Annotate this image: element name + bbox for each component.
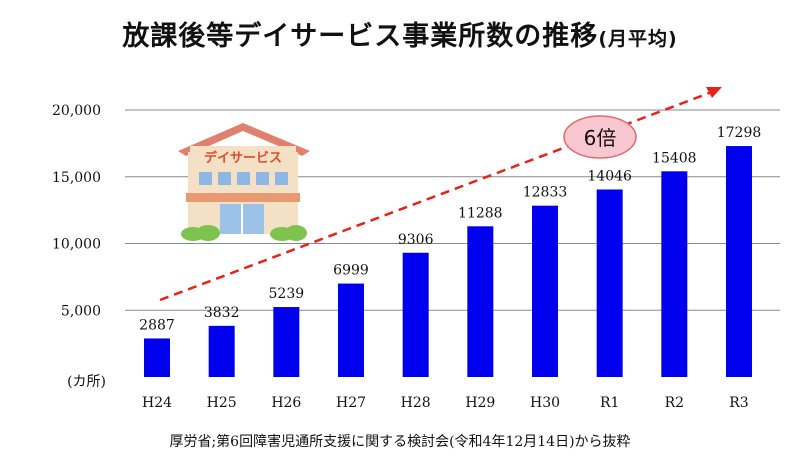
building-awning [186,193,300,202]
bar [726,146,752,377]
y-tick-label: 5,000 [61,303,101,319]
shrub [285,225,307,241]
bar [661,171,688,377]
building-sign [190,146,296,166]
trend-line [159,90,713,302]
bar-value-label: 6999 [333,263,369,279]
building-window [275,172,288,185]
bar-value-label: 5239 [269,286,305,302]
bars [144,146,752,377]
building-window [199,172,212,185]
bar-value-label: 3832 [204,305,240,321]
x-tick-label: R2 [665,395,684,411]
bar [338,283,364,377]
x-tick-label: H28 [401,395,431,411]
bar-value-label: 2887 [139,317,175,333]
building-window [256,172,269,185]
x-tick-label: R3 [729,395,748,411]
x-tick-label: H27 [336,395,366,411]
bar [273,307,300,377]
callout-text: 6倍 [584,126,617,150]
bar-value-label: 9306 [398,232,434,248]
bar-value-label: 11288 [458,205,503,221]
building-window [237,172,250,185]
y-unit-label: (カ所) [67,374,106,390]
chart-title-main: 放課後等デイサービス事業所数の推移 [122,21,599,52]
trend-arrow [159,87,722,302]
bar-value-label: 14046 [587,168,632,184]
bar-value-labels: 2887 3832 5239 6999 9306 11288 12833 14046 15408… [139,125,761,333]
shrub [196,225,220,241]
x-tick-label: H30 [530,395,560,411]
bar [532,205,558,377]
chart-title-sub: (月平均) [598,28,678,50]
callout-bubble [563,115,637,159]
trend-arrowhead [706,87,722,98]
bar [208,325,235,377]
bar [402,252,429,377]
x-tick-label: H29 [465,395,495,411]
bar [467,226,494,377]
callout: 6倍 [563,115,637,159]
y-tick-label: 15,000 [52,170,101,186]
building-sign-text: デイサービス [204,150,282,166]
source-note: 厚労省;第6回障害児通所支援に関する検討会(令和4年12月14日)から抜粋 [169,434,631,450]
x-tick-label: R1 [600,395,619,411]
x-tick-label: H26 [271,395,301,411]
chart-title: 放課後等デイサービス事業所数の推移(月平均) [0,14,800,53]
x-tick-label: H25 [207,395,237,411]
bar-value-label: 15408 [652,150,697,166]
bar-value-label: 12833 [523,185,568,201]
building-illustration: デイサービス [178,123,310,241]
y-axis: 5,000 10,000 15,000 20,000 [52,103,101,319]
building-window [218,172,231,185]
x-axis-labels: H24 H25 H26 H27 H28 H29 H30 R1 R2 R3 [142,395,749,411]
bar [596,189,623,377]
y-tick-label: 10,000 [52,237,101,253]
bar [144,338,170,377]
x-tick-label: H24 [142,395,172,411]
bar-value-label: 17298 [717,125,762,141]
y-tick-label: 20,000 [52,103,101,119]
